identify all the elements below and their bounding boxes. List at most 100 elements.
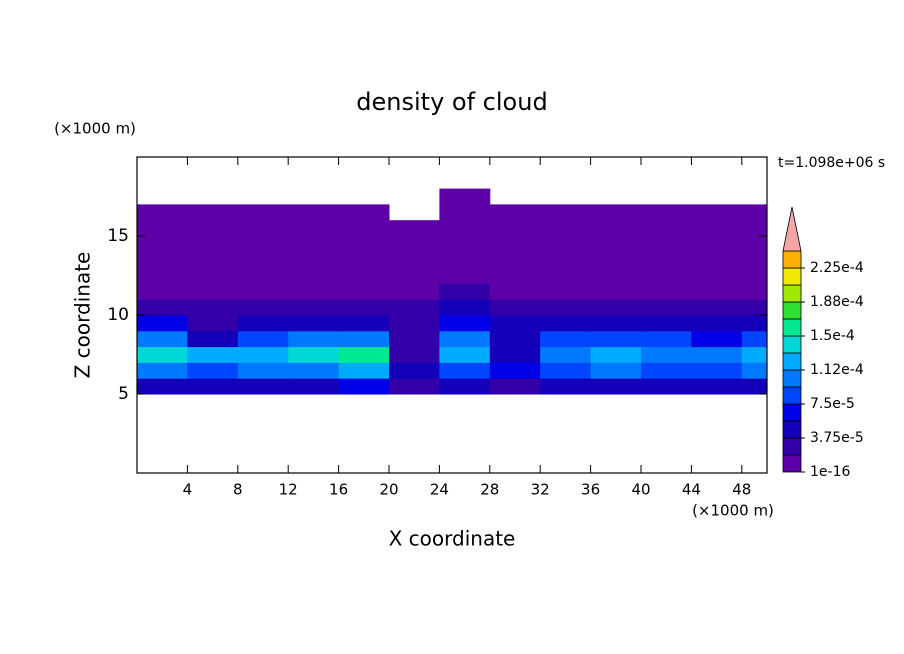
cell [187, 267, 239, 284]
colorbar-tick-label: 3.75e-5 [810, 430, 864, 446]
cell [590, 251, 642, 269]
cell [641, 315, 692, 332]
cell [338, 362, 390, 379]
cell [187, 378, 239, 395]
cell [691, 267, 743, 284]
colorbar-segment [782, 454, 802, 473]
cell [489, 346, 541, 363]
colorbar-tick-label: 1.12e-4 [810, 362, 864, 378]
cell [691, 330, 743, 348]
colorbar-segment [782, 420, 802, 439]
cell [137, 378, 188, 395]
cell [741, 267, 768, 284]
cell [439, 204, 491, 221]
cell [338, 283, 390, 300]
cell [741, 204, 768, 221]
cell [691, 283, 743, 300]
cell [338, 204, 390, 221]
x-tick-label: 20 [379, 481, 398, 499]
cell [288, 267, 340, 284]
cell [237, 299, 289, 316]
cell [137, 251, 188, 269]
cell [288, 204, 340, 221]
cell [489, 251, 541, 269]
cell [338, 236, 390, 253]
cell [741, 220, 768, 237]
cell [741, 362, 768, 379]
cell [137, 220, 188, 237]
cell [489, 330, 541, 348]
cell [741, 236, 768, 253]
cell [439, 251, 491, 269]
cell [741, 251, 768, 269]
cell [691, 251, 743, 269]
cell [137, 315, 188, 332]
cell [389, 315, 440, 332]
cell [641, 330, 692, 348]
cell [389, 236, 440, 253]
cell [489, 220, 541, 237]
y-label: Z coordinate [71, 252, 95, 379]
cell [237, 236, 289, 253]
cell [288, 283, 340, 300]
colorbar-segment [782, 369, 802, 388]
cell [187, 362, 239, 379]
cell [691, 204, 743, 221]
cell [489, 299, 541, 316]
cell [439, 315, 491, 332]
cell [187, 204, 239, 221]
cell [641, 267, 692, 284]
cell [338, 299, 390, 316]
cell [691, 220, 743, 237]
cell [540, 330, 592, 348]
cell [187, 236, 239, 253]
cell [137, 362, 188, 379]
cell [540, 378, 592, 395]
x-tick-label: 4 [183, 481, 193, 499]
x-tick-label: 32 [531, 481, 550, 499]
cell [338, 220, 390, 237]
cell [691, 236, 743, 253]
cell [237, 362, 289, 379]
cell [389, 251, 440, 269]
cell [237, 220, 289, 237]
cell [338, 251, 390, 269]
cell [137, 330, 188, 348]
x-tick-label: 44 [682, 481, 701, 499]
cell [288, 330, 340, 348]
cell [237, 330, 289, 348]
cell [590, 299, 642, 316]
cell [439, 188, 491, 205]
cell [439, 267, 491, 284]
cell [187, 315, 239, 332]
cell [590, 346, 642, 363]
cell [137, 204, 188, 221]
cell [439, 362, 491, 379]
x-unit: (×1000 m) [692, 502, 774, 520]
cell [237, 315, 289, 332]
x-tick-label: 28 [480, 481, 499, 499]
cell [389, 346, 440, 363]
x-tick-label: 24 [430, 481, 449, 499]
x-tick-label: 40 [631, 481, 650, 499]
x-tick-label: 48 [732, 481, 751, 499]
x-tick-label: 8 [233, 481, 243, 499]
cell [741, 299, 768, 316]
cell [137, 283, 188, 300]
chart-title: density of cloud [356, 88, 547, 116]
colorbar-segment [782, 284, 802, 303]
cell [389, 378, 440, 395]
cell [439, 346, 491, 363]
cell [489, 378, 541, 395]
cell [288, 220, 340, 237]
cell [590, 267, 642, 284]
x-tick-label: 16 [329, 481, 348, 499]
cell [187, 251, 239, 269]
cell [540, 315, 592, 332]
y-tick-label: 15 [107, 226, 129, 246]
cell [338, 315, 390, 332]
colorbar-segment [782, 267, 802, 286]
cell [187, 220, 239, 237]
cell [237, 251, 289, 269]
y-tick-label: 10 [107, 305, 129, 325]
